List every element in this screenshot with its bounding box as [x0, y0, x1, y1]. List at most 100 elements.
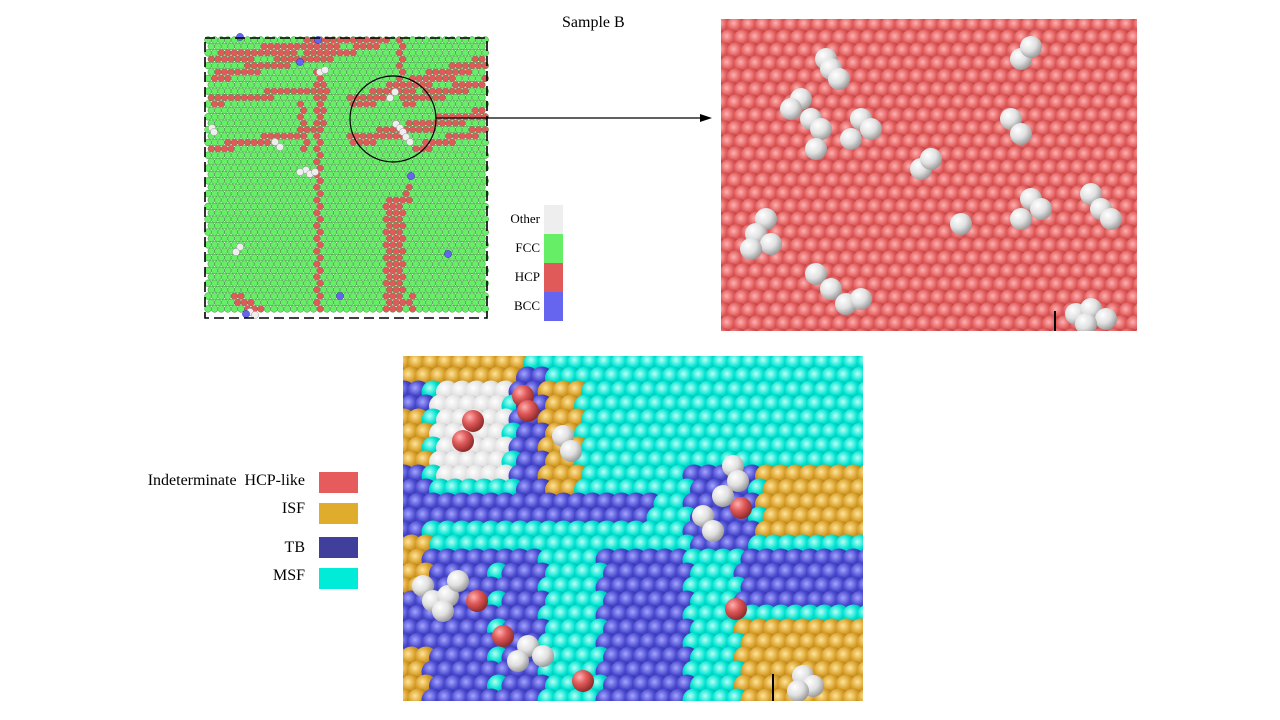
atom [474, 305, 483, 313]
atom [300, 273, 308, 281]
atom [408, 100, 417, 108]
atom [395, 189, 404, 198]
atom [333, 42, 341, 51]
atom [730, 497, 752, 519]
atom [263, 189, 272, 198]
atom [243, 100, 252, 108]
atom [257, 305, 265, 313]
atom [471, 260, 479, 268]
atom [267, 55, 275, 63]
atom [366, 93, 374, 102]
atom [418, 286, 427, 294]
atom [428, 292, 437, 300]
atom [478, 298, 486, 307]
atom [326, 157, 334, 166]
atom [319, 106, 328, 115]
atom [313, 209, 321, 217]
atom [227, 234, 235, 243]
atom [339, 42, 347, 51]
atom [303, 279, 311, 287]
atom [303, 266, 311, 275]
atom [415, 74, 423, 83]
atom [300, 247, 308, 255]
atom [455, 215, 463, 223]
atom [306, 222, 314, 230]
atom [432, 93, 440, 102]
atom [471, 42, 479, 51]
atom [257, 241, 265, 249]
atom [309, 87, 318, 95]
atom [422, 113, 430, 121]
atom [237, 151, 245, 159]
atom [300, 145, 308, 153]
atom [267, 170, 275, 179]
atom [356, 228, 364, 236]
atom [428, 254, 437, 262]
atom [207, 68, 215, 76]
atom [356, 279, 364, 287]
atom [263, 266, 272, 275]
atom [214, 183, 222, 191]
atom [316, 138, 324, 147]
atom [214, 298, 222, 307]
atom [224, 151, 232, 159]
atom [435, 138, 443, 147]
atom [428, 74, 437, 83]
atom [286, 106, 295, 115]
atom [253, 222, 262, 230]
atom [445, 286, 453, 294]
atom [260, 273, 268, 281]
atom [247, 196, 255, 204]
atom [468, 266, 476, 275]
atom [267, 42, 275, 51]
atom [911, 328, 927, 331]
atom [326, 286, 334, 294]
atom [316, 49, 324, 57]
atom [366, 42, 374, 51]
atom [382, 164, 390, 172]
atom [392, 106, 400, 115]
atom [760, 233, 782, 255]
atom [336, 87, 344, 95]
atom [465, 196, 473, 204]
atom [293, 298, 301, 307]
atom [432, 68, 440, 76]
atom [385, 68, 394, 76]
atom [402, 305, 410, 313]
atom [342, 202, 351, 211]
atom [445, 81, 453, 89]
atom [290, 266, 298, 275]
atom [471, 196, 479, 204]
atom [306, 286, 314, 294]
atom [415, 49, 423, 57]
atom [382, 100, 390, 108]
atom [270, 305, 278, 313]
atom [428, 177, 437, 185]
atom [263, 138, 272, 147]
atom [465, 222, 473, 230]
atom [441, 292, 450, 300]
atom [257, 202, 265, 211]
atom [405, 42, 413, 51]
atom [465, 247, 473, 255]
atom [471, 81, 479, 89]
atom [210, 128, 218, 136]
atom [422, 151, 430, 159]
atom [207, 81, 215, 89]
atom [385, 247, 394, 255]
atom [296, 49, 305, 57]
atom [336, 74, 344, 83]
atom [422, 279, 430, 287]
atom [224, 87, 232, 95]
atom [336, 254, 344, 262]
atom [392, 298, 400, 307]
atom [286, 183, 295, 191]
atom [799, 328, 815, 331]
atom [313, 247, 321, 255]
atom [342, 279, 351, 287]
atom [445, 157, 453, 166]
atom [412, 183, 420, 191]
atom [451, 260, 460, 268]
atom [418, 68, 427, 76]
atom [276, 266, 285, 275]
